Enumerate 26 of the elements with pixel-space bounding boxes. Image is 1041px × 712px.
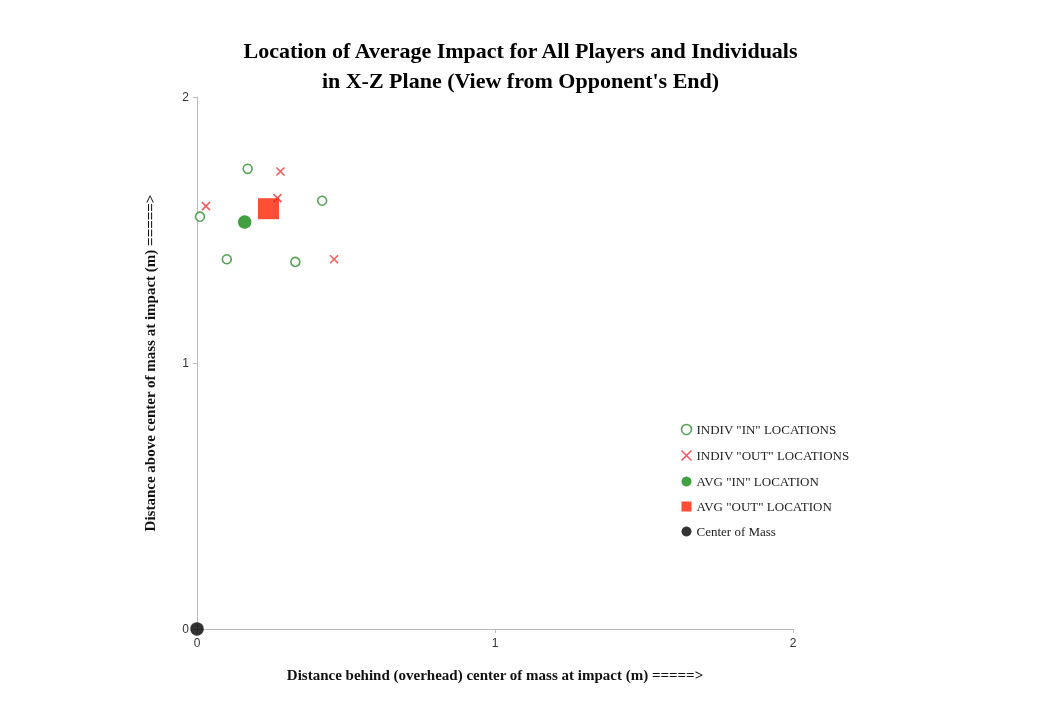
y-tick-label: 2 — [182, 90, 190, 104]
x-tick-label: 0 — [193, 636, 201, 650]
point — [329, 254, 339, 265]
point — [272, 193, 283, 203]
legend-label: INDIV "IN" LOCATIONS — [696, 422, 837, 437]
point — [275, 166, 286, 177]
point — [242, 163, 253, 175]
point — [290, 256, 301, 268]
point — [258, 198, 280, 220]
legend-label: INDIV "OUT" LOCATIONS — [696, 448, 850, 463]
point — [316, 195, 328, 207]
x-axis-title: Distance behind (overhead) center of mass at impact (m) =====> — [286, 666, 704, 684]
legend-label: AVG "OUT" LOCATION — [696, 499, 833, 514]
point — [237, 215, 252, 229]
legend-label: AVG "IN" LOCATION — [696, 474, 820, 489]
y-tick-label: 1 — [182, 356, 190, 370]
x-tick-label: 1 — [491, 636, 499, 650]
point — [194, 211, 206, 222]
y-axis-title: Distance above center of mass at impact (m) =====> — [141, 194, 159, 532]
legend-label: Center of Mass — [696, 524, 776, 539]
point — [221, 253, 233, 265]
chart-title: Location of Average Impact for All Players and Individuals in X-Z Plane (View from Opponent's End) — [243, 37, 798, 93]
y-tick-label: 0 — [182, 622, 190, 636]
point — [190, 622, 204, 636]
x-tick-label: 2 — [789, 636, 797, 650]
point — [201, 201, 211, 211]
